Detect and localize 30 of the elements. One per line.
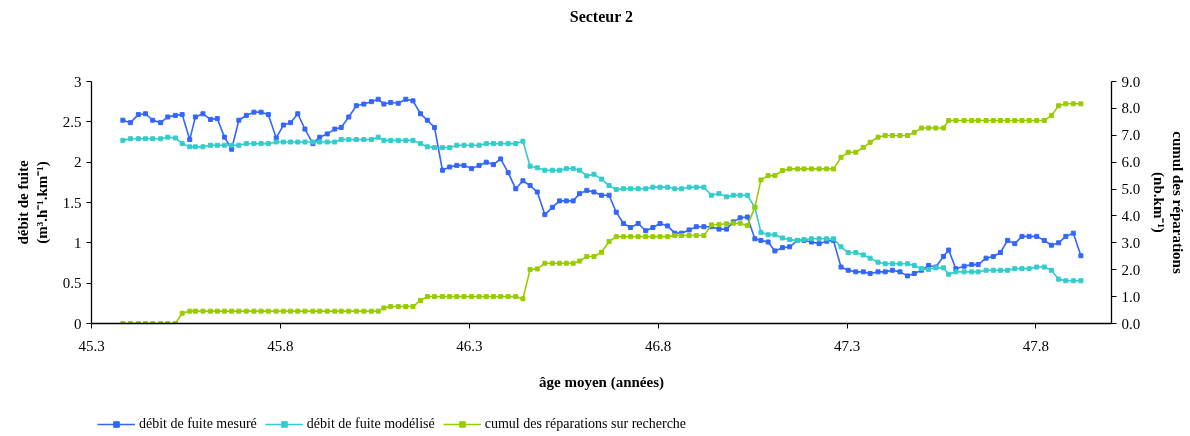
x-tick-label: 46.8 xyxy=(645,337,672,354)
y2-tick-label: 1.0 xyxy=(1121,288,1141,305)
legend-label: débit de fuite modélisé xyxy=(306,416,435,432)
y2-tick-label: 7.0 xyxy=(1121,127,1141,144)
y2-tick-label: 4.0 xyxy=(1121,207,1141,224)
legend-label: cumul des réparations sur recherche xyxy=(484,416,687,432)
y-axis-title: débit de fuite (m³.h⁻¹.km⁻¹) xyxy=(14,160,51,245)
y2-tick-label: 8.0 xyxy=(1121,100,1141,117)
y2-tick-label: 2.0 xyxy=(1121,261,1141,278)
y2-axis-title: cumul des réparations (nb.km⁻¹) xyxy=(1150,131,1187,274)
legend-label: débit de fuite mesuré xyxy=(139,416,257,432)
y-tick-label: 1.5 xyxy=(62,194,82,211)
y2-tick-label: 3.0 xyxy=(1121,234,1141,251)
y2-tick-label: 6.0 xyxy=(1121,154,1141,171)
x-tick-label: 47.3 xyxy=(833,337,861,354)
x-axis-title: âge moyen (années) xyxy=(539,373,664,391)
y-tick-label: 0 xyxy=(74,315,82,332)
x-tick-label: 47.8 xyxy=(1022,337,1050,354)
x-tick-label: 45.3 xyxy=(78,337,105,354)
y-tick-label: 3 xyxy=(74,73,82,90)
y-tick-label: 0.5 xyxy=(62,275,82,292)
y-tick-label: 2 xyxy=(74,154,82,171)
y2-tick-label: 0.0 xyxy=(1121,315,1141,332)
y-tick-label: 1 xyxy=(74,234,82,251)
x-tick-label: 46.3 xyxy=(456,337,483,354)
y2-tick-label: 5.0 xyxy=(1121,181,1141,198)
x-tick-label: 45.8 xyxy=(267,337,294,354)
chart-title: Secteur 2 xyxy=(569,7,633,25)
y2-tick-label: 9.0 xyxy=(1121,73,1141,90)
y-tick-label: 2.5 xyxy=(62,113,82,130)
